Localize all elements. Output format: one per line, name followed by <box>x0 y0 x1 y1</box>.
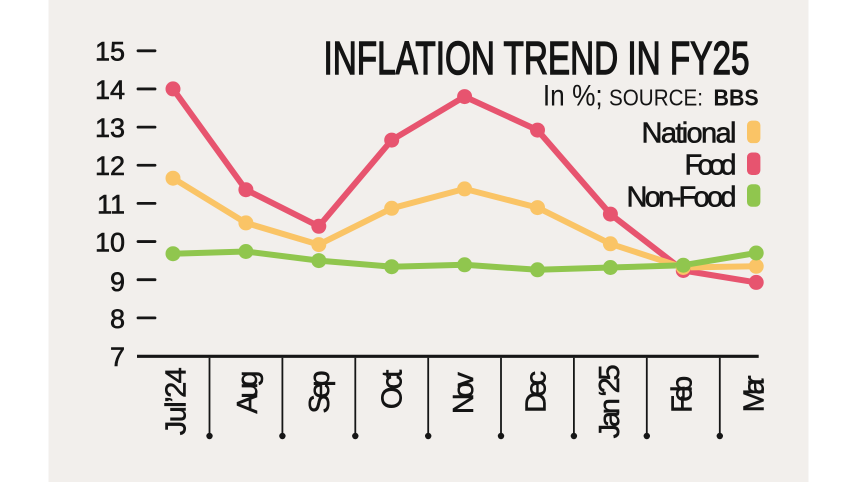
svg-text:Non-Food: Non-Food <box>627 182 737 214</box>
svg-text:12: 12 <box>95 151 125 181</box>
svg-text:11: 11 <box>97 189 125 219</box>
svg-text:Dec: Dec <box>520 371 552 413</box>
svg-text:Jan ‘25: Jan ‘25 <box>594 364 626 438</box>
svg-text:13: 13 <box>95 113 125 143</box>
svg-text:In %;: In %; <box>543 80 603 113</box>
svg-text:10: 10 <box>95 227 125 257</box>
svg-text:Sep: Sep <box>304 371 336 414</box>
svg-text:15: 15 <box>95 37 125 67</box>
svg-text:SOURCE:: SOURCE: <box>609 85 703 111</box>
svg-text:Aug: Aug <box>232 371 264 414</box>
svg-text:National: National <box>642 117 737 149</box>
svg-text:7: 7 <box>110 342 125 372</box>
svg-text:Food: Food <box>685 149 737 181</box>
svg-text:Jul’24: Jul’24 <box>161 367 193 435</box>
svg-text:8: 8 <box>110 304 125 334</box>
svg-text:Mar: Mar <box>739 375 771 412</box>
svg-text:BBS: BBS <box>714 85 759 111</box>
svg-text:Nov: Nov <box>448 372 480 415</box>
svg-text:Feb: Feb <box>666 376 698 413</box>
svg-text:INFLATION TREND IN FY25: INFLATION TREND IN FY25 <box>324 32 750 84</box>
svg-text:9: 9 <box>110 267 125 297</box>
svg-text:Oct: Oct <box>376 370 408 410</box>
svg-text:14: 14 <box>95 75 125 105</box>
